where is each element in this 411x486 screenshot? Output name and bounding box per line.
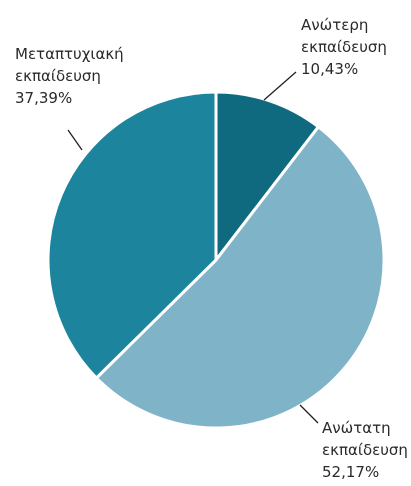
label-metaptychiaki-line1: Μεταπτυχιακή [15, 45, 124, 63]
label-metaptychiaki-pct: 37,39% [15, 89, 72, 107]
label-anotera-line1: Ανώτερη [301, 16, 368, 34]
slice-anotera [214, 90, 321, 265]
leader-metaptychiaki [67, 129, 83, 151]
label-anotati-line1: Ανώτατη [322, 419, 391, 437]
label-anotera-line2: εκπαίδευση [301, 38, 387, 56]
slice-anotati [94, 124, 386, 430]
slice-metaptychiaki [46, 90, 218, 381]
leader-anotera [263, 71, 297, 101]
leader-lines [67, 71, 319, 424]
pie-slices [46, 90, 386, 430]
label-anotati-line2: εκπαίδευση [322, 441, 408, 459]
label-anotati-pct: 52,17% [322, 463, 379, 481]
label-metaptychiaki-line2: εκπαίδευση [15, 67, 101, 85]
leader-anotati [299, 404, 319, 424]
label-anotera-pct: 10,43% [301, 60, 358, 78]
